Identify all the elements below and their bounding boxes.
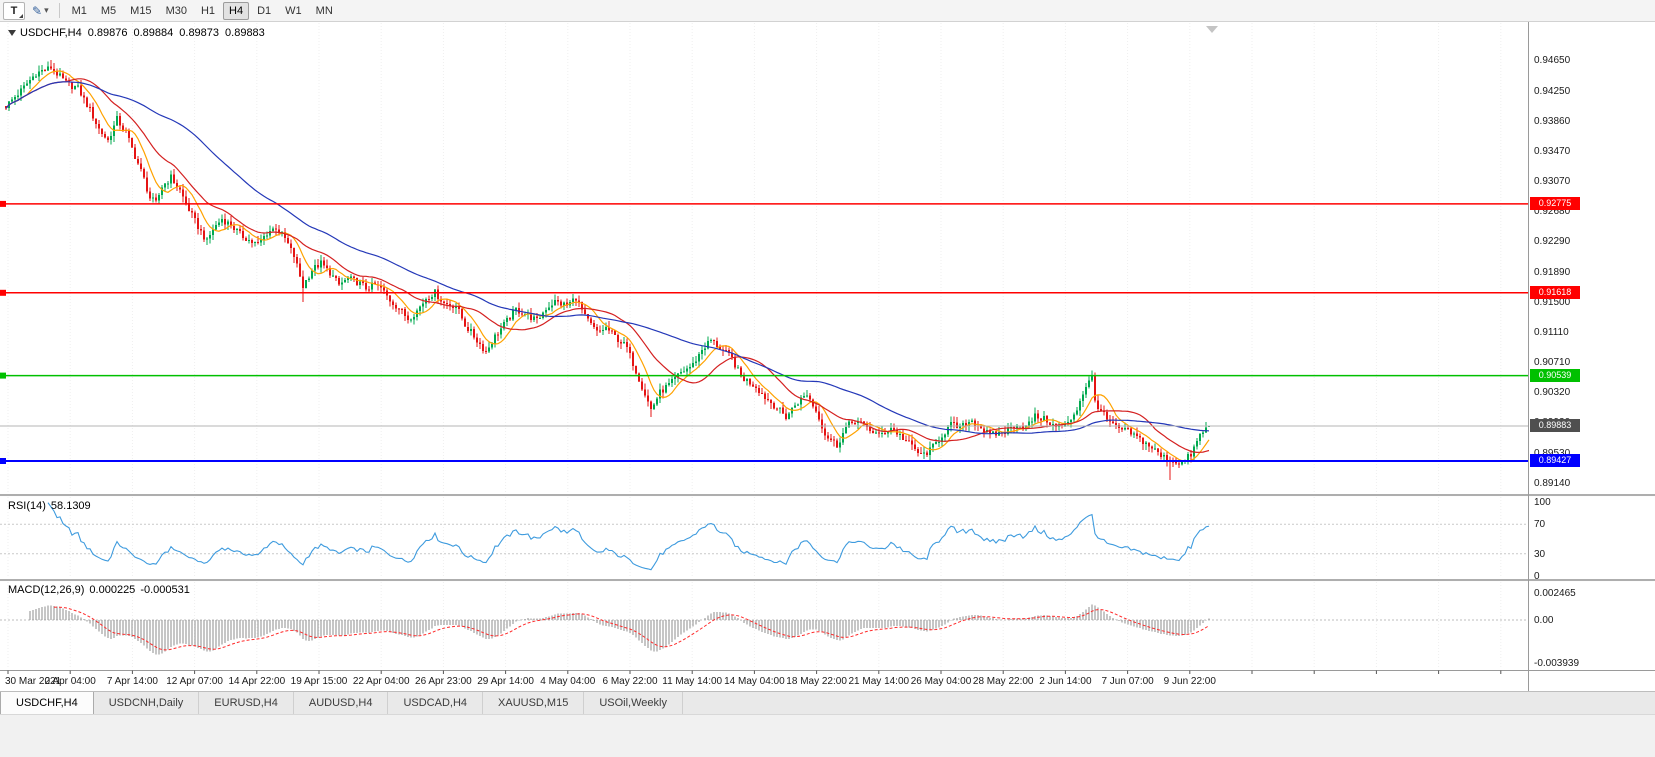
timeframe-button-m1[interactable]: M1 [66, 2, 93, 20]
rsi-name: RSI(14) [8, 500, 46, 512]
legend-symbol: USDCHF,H4 [20, 27, 82, 39]
macd-panel-title: MACD(12,26,9) 0.000225 -0.000531 [8, 584, 195, 596]
timeframe-button-m15[interactable]: M15 [124, 2, 157, 20]
chart-shift-marker [1206, 26, 1218, 33]
timeframe-button-d1[interactable]: D1 [251, 2, 277, 20]
templates-label: T [10, 4, 18, 17]
toolbar-separator [58, 3, 60, 18]
timeframe-button-h4[interactable]: H4 [223, 1, 250, 20]
timeframe-buttons: M1 M5 M15 M30 H1 H4 D1 W1 MN [66, 1, 339, 20]
pencil-icon: ✎ [32, 3, 43, 18]
timeframe-button-mn[interactable]: MN [310, 2, 339, 20]
chart-tab-usdcnh-daily[interactable]: USDCNH,Daily [94, 692, 200, 714]
chart-tab-usdchf-h4[interactable]: USDCHF,H4 [0, 692, 94, 714]
rsi-value: 58.1309 [50, 500, 91, 512]
toolbar: T ✎ ▾ M1 M5 M15 M30 H1 H4 D1 W1 MN [0, 0, 1655, 22]
chart-legend: USDCHF,H4 0.89876 0.89884 0.89873 0.8988… [8, 27, 265, 39]
macd-histogram [29, 604, 1210, 655]
ma-line-21 [5, 78, 1210, 454]
macd-main-value: 0.000225 [89, 584, 136, 596]
chart-tab-eurusd-h4[interactable]: EURUSD,H4 [199, 692, 294, 714]
legend-open: 0.89876 [87, 27, 128, 39]
templates-corner-icon [19, 13, 23, 18]
chart-tabs: USDCHF,H4 USDCNH,Daily EURUSD,H4 AUDUSD,H4 U… [0, 691, 1655, 714]
timeframe-button-m5[interactable]: M5 [95, 2, 122, 20]
level-left-marker [0, 200, 6, 207]
chevron-down-icon: ▾ [44, 5, 49, 15]
one-click-trading-toggle[interactable] [8, 30, 16, 36]
level-left-marker [0, 458, 6, 464]
candles [5, 60, 1210, 480]
legend-high: 0.89884 [133, 27, 174, 39]
legend-low: 0.89873 [179, 27, 220, 39]
chart-tab-usoil-weekly[interactable]: USOil,Weekly [584, 692, 683, 714]
templates-button[interactable]: T [3, 1, 25, 20]
level-left-marker [0, 289, 6, 296]
status-area [0, 714, 1655, 757]
timeframe-button-h1[interactable]: H1 [195, 2, 221, 20]
drawing-tools-button[interactable]: ✎ ▾ [28, 2, 53, 20]
macd-signal-line [53, 606, 1210, 651]
macd-signal-value: -0.000531 [140, 584, 190, 596]
level-left-marker [0, 372, 6, 379]
legend-close: 0.89883 [225, 27, 265, 39]
rsi-line [47, 502, 1210, 571]
chart-tab-usdcad-h4[interactable]: USDCAD,H4 [388, 692, 484, 714]
ma-line-55 [5, 81, 1210, 435]
macd-name: MACD(12,26,9) [8, 584, 85, 596]
chart-tab-xauusd-m15[interactable]: XAUUSD,M15 [483, 692, 585, 714]
ma-line-8 [5, 70, 1210, 462]
timeframe-button-m30[interactable]: M30 [160, 2, 193, 20]
chart-tab-audusd-h4[interactable]: AUDUSD,H4 [294, 692, 389, 714]
rsi-panel-title: RSI(14) 58.1309 [8, 500, 96, 512]
timeframe-button-w1[interactable]: W1 [279, 2, 308, 20]
